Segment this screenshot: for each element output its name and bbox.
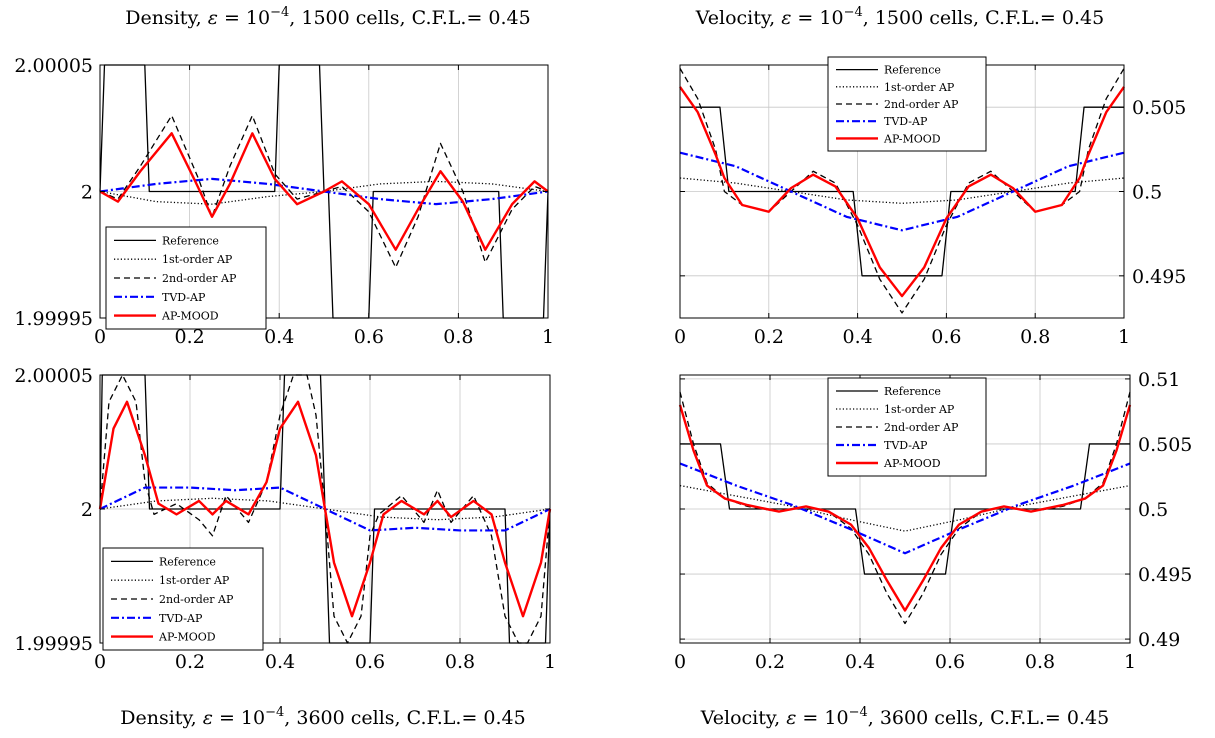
x-tick-label: 0.4 — [842, 326, 872, 348]
x-tick-label: 0.6 — [931, 326, 961, 348]
series-line-tvd-ap — [99, 486, 551, 532]
y-tick-label: 2 — [81, 499, 93, 521]
series-line-tvd-ap — [679, 462, 1131, 555]
x-tick-label: 0 — [94, 651, 106, 673]
x-tick-label: 1 — [544, 651, 556, 673]
x-tick-label: 0.2 — [174, 326, 204, 348]
legend-label: AP-MOOD — [161, 310, 219, 323]
chart-title: Velocity, ε = 10−4, 1500 cells, C.F.L.= … — [695, 5, 1104, 29]
y-tick-label: 0.5 — [1138, 499, 1168, 521]
x-tick-label: 0.8 — [1020, 326, 1050, 348]
y-tick-label: 2.00005 — [14, 55, 93, 77]
legend-label: 2nd-order AP — [884, 421, 959, 434]
legend-label: 1st-order AP — [884, 81, 955, 94]
legend-box — [102, 547, 264, 651]
y-tick-label: 2 — [81, 182, 93, 204]
series-line-tvd-ap — [679, 151, 1125, 232]
legend: Reference 1st-order AP 2nd-order AP TVD-AP A… — [827, 56, 987, 152]
legend: Reference 1st-order AP 2nd-order AP TVD-AP A… — [105, 226, 267, 330]
y-tick-label: 0.5 — [1132, 182, 1162, 204]
y-tick-label: 0.51 — [1138, 369, 1180, 391]
legend-label: TVD-AP — [162, 291, 206, 304]
y-tick-label: 0.495 — [1138, 564, 1192, 586]
legend-label: 2nd-order AP — [162, 272, 237, 285]
legend-label: TVD-AP — [884, 439, 928, 452]
x-tick-label: 0 — [674, 326, 686, 348]
y-tick-label: 2.00005 — [14, 365, 93, 387]
x-tick-label: 0.4 — [265, 651, 295, 673]
series-line-1st-order-ap — [99, 497, 551, 521]
series-line-2nd-order-ap — [679, 68, 1125, 314]
legend-label: 2nd-order AP — [159, 593, 234, 606]
x-tick-label: 0.2 — [175, 651, 205, 673]
legend-label: TVD-AP — [884, 115, 928, 128]
series-line-ap-mood — [678, 404, 1132, 612]
y-tick-label: 0.505 — [1132, 97, 1186, 119]
legend-label: Reference — [162, 234, 219, 247]
x-tick-label: 0 — [94, 326, 106, 348]
series-line-ap-mood — [98, 400, 552, 618]
legend-label: 1st-order AP — [159, 574, 230, 587]
x-tick-label: 0.4 — [845, 651, 875, 673]
series-line-1st-order-ap — [679, 177, 1125, 204]
series-line-1st-order-ap — [679, 484, 1131, 532]
y-tick-label: 1.99995 — [14, 308, 93, 330]
legend-box — [827, 56, 987, 152]
legend-label: Reference — [159, 555, 216, 568]
x-tick-label: 0.2 — [755, 651, 785, 673]
x-tick-label: 0.4 — [264, 326, 294, 348]
legend-label: 2nd-order AP — [884, 98, 959, 111]
x-tick-label: 0.6 — [355, 651, 385, 673]
legend-label: AP-MOOD — [158, 631, 216, 644]
x-tick-label: 1 — [542, 326, 554, 348]
x-tick-label: 0.8 — [445, 651, 475, 673]
x-tick-label: 1 — [1118, 326, 1130, 348]
chart-panel-1: 0 0.2 0.4 0.6 0.8 1 1.99995 2 2.00005 Reference 1s… — [14, 5, 554, 348]
legend-label: 1st-order AP — [162, 253, 233, 266]
legend: Reference 1st-order AP 2nd-order AP TVD-AP A… — [827, 377, 987, 477]
legend-label: 1st-order AP — [884, 403, 955, 416]
y-tick-label: 0.49 — [1138, 629, 1180, 651]
y-tick-label: 0.505 — [1138, 434, 1192, 456]
chart-panel-4: 0 0.2 0.4 0.6 0.8 10.49 0.495 0.5 0.505 0.51 Refer… — [674, 369, 1192, 729]
chart-panel-2: 0 0.2 0.4 0.6 0.8 1 0.495 0.5 0.505 Reference 1st-… — [674, 5, 1186, 348]
x-tick-label: 0.2 — [754, 326, 784, 348]
y-tick-label: 1.99995 — [14, 633, 93, 655]
x-tick-label: 0.6 — [935, 651, 965, 673]
legend-label: AP-MOOD — [883, 457, 941, 470]
legend-label: AP-MOOD — [883, 132, 941, 145]
legend-box — [105, 226, 267, 330]
x-tick-label: 0 — [674, 651, 686, 673]
chart-panel-3: 0 0.2 0.4 0.6 0.8 1 1.99995 2 2.00005 Reference 1s… — [14, 365, 556, 729]
x-tick-label: 0.8 — [1025, 651, 1055, 673]
series-line-ap-mood — [679, 86, 1125, 298]
y-tick-label: 0.495 — [1132, 266, 1186, 288]
chart-title: Density, ε = 10−4, 1500 cells, C.F.L.= 0… — [125, 5, 530, 29]
legend-label: TVD-AP — [159, 612, 203, 625]
chart-title: Velocity, ε = 10−4, 3600 cells, C.F.L.= … — [700, 705, 1109, 729]
legend-label: Reference — [884, 64, 941, 77]
x-tick-label: 1 — [1124, 651, 1136, 673]
x-tick-label: 0.6 — [354, 326, 384, 348]
series-line-2nd-order-ap — [99, 374, 551, 644]
series-line-1st-order-ap — [99, 180, 549, 205]
chart-title: Density, ε = 10−4, 3600 cells, C.F.L.= 0… — [120, 705, 525, 729]
legend-label: Reference — [884, 385, 941, 398]
series-line-reference — [680, 106, 1124, 277]
series-line-ap-mood — [99, 132, 549, 251]
legend: Reference 1st-order AP 2nd-order AP TVD-AP A… — [102, 547, 264, 651]
legend-box — [827, 377, 987, 477]
x-tick-label: 0.8 — [443, 326, 473, 348]
